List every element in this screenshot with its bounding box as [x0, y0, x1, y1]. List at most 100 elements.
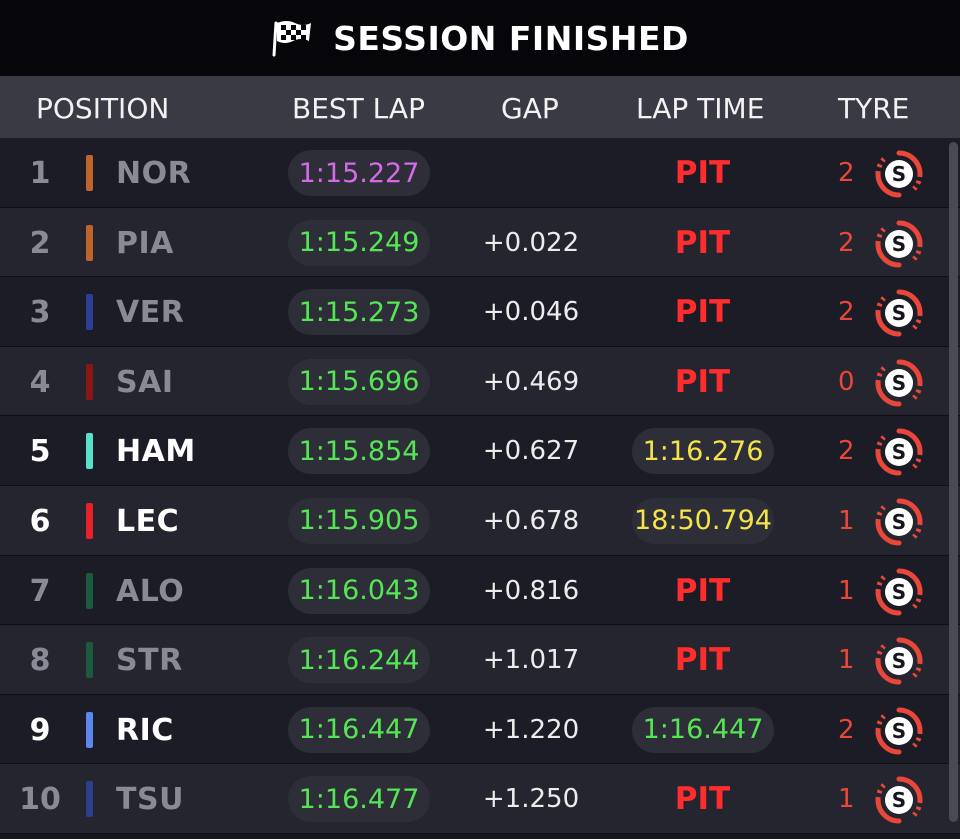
position-number: 9 [29, 712, 51, 748]
column-header: POSITION BEST LAP GAP LAP TIME TYRE [0, 76, 960, 138]
driver-code: NOR [116, 156, 192, 191]
gap-value: +1.017 [482, 645, 580, 676]
driver-code: HAM [116, 434, 196, 470]
header-position: POSITION [36, 92, 170, 125]
tyre-laps: 1 [838, 505, 855, 536]
table-row[interactable]: 4 SAI 1:15.696 +0.469 PIT 0 S [0, 346, 960, 417]
table-row[interactable]: 2 PIA 1:15.249 +0.022 PIT 2 S [0, 207, 960, 278]
tyre-compound-letter: S [892, 580, 906, 604]
soft-tyre-icon: S [875, 776, 923, 824]
checkered-flag-icon [272, 21, 312, 57]
soft-tyre-icon: S [875, 359, 923, 407]
soft-tyre-icon: S [875, 707, 923, 755]
gap-value: +1.220 [482, 714, 580, 745]
best-lap-time: 1:16.043 [288, 567, 430, 614]
best-lap-time: 1:16.477 [288, 776, 430, 823]
table-row[interactable]: 5 HAM 1:15.854 +0.627 1:16.276 2 S [0, 416, 960, 486]
position-number: 7 [29, 573, 51, 609]
table-row[interactable]: 3 VER 1:15.273 +0.046 PIT 2 S [0, 277, 960, 347]
soft-tyre-icon: S [875, 150, 923, 198]
position-number: 2 [29, 225, 51, 261]
tyre-compound-letter: S [892, 301, 906, 325]
tyre-laps: 2 [838, 227, 855, 258]
tyre-compound-letter: S [892, 232, 906, 256]
table-row[interactable]: 1 NOR 1:15.227 PIT 2 S [0, 138, 960, 208]
team-color-bar [86, 781, 93, 818]
position-number: 8 [29, 643, 51, 679]
position-number: 1 [29, 156, 51, 191]
team-color-bar [86, 642, 93, 679]
lap-status-pit: PIT [674, 781, 731, 818]
header-best-lap: BEST LAP [292, 92, 425, 125]
lap-status-pit: PIT [674, 642, 731, 679]
standings-table[interactable]: 1 NOR 1:15.227 PIT 2 S 2 PIA 1:15.249 +0… [0, 138, 960, 834]
best-lap-time: 1:15.273 [288, 289, 430, 336]
team-color-bar [86, 433, 93, 470]
tyre-compound-letter: S [892, 788, 906, 812]
lap-status-pit: PIT [674, 572, 731, 609]
gap-value: +1.250 [482, 784, 580, 815]
driver-code: PIA [116, 225, 174, 261]
tyre-laps: 1 [838, 645, 855, 676]
table-row[interactable]: 6 LEC 1:15.905 +0.678 18:50.794 1 S [0, 485, 960, 556]
tyre-compound-letter: S [892, 440, 906, 464]
team-color-bar [86, 224, 93, 261]
tyre-laps: 0 [838, 366, 855, 397]
best-lap-time: 1:15.249 [288, 219, 430, 266]
tyre-laps: 1 [838, 575, 855, 606]
table-row[interactable]: 8 STR 1:16.244 +1.017 PIT 1 S [0, 625, 960, 695]
lap-time: 1:16.447 [632, 706, 774, 753]
scrollbar[interactable] [949, 142, 958, 822]
team-color-bar [86, 363, 93, 400]
position-number: 10 [19, 782, 61, 818]
gap-value: +0.816 [482, 575, 580, 606]
table-row[interactable]: 9 RIC 1:16.447 +1.220 1:16.447 2 S [0, 694, 960, 765]
tyre-laps: 2 [838, 714, 855, 745]
gap-value: +0.469 [482, 366, 580, 397]
driver-code: RIC [116, 712, 174, 748]
session-title: SESSION FINISHED [333, 18, 689, 58]
soft-tyre-icon: S [875, 637, 923, 685]
position-number: 6 [29, 503, 51, 539]
position-number: 5 [29, 434, 51, 470]
table-row[interactable]: 7 ALO 1:16.043 +0.816 PIT 1 S [0, 555, 960, 626]
gap-value: +0.627 [482, 436, 580, 467]
tyre-compound-letter: S [892, 719, 906, 743]
session-banner: SESSION FINISHED [0, 0, 960, 76]
header-gap: GAP [501, 92, 559, 125]
gap-value: +0.678 [482, 505, 580, 536]
gap-value: +0.022 [482, 227, 580, 258]
tyre-laps: 2 [838, 158, 855, 188]
tyre-compound-letter: S [892, 510, 906, 534]
driver-code: SAI [116, 364, 174, 400]
best-lap-time: 1:15.227 [288, 150, 430, 196]
best-lap-time: 1:15.696 [288, 358, 430, 405]
header-tyre: TYRE [838, 92, 910, 125]
lap-status-pit: PIT [674, 363, 731, 400]
tyre-laps: 2 [838, 297, 855, 328]
tyre-laps: 2 [838, 436, 855, 467]
driver-code: TSU [116, 782, 184, 818]
soft-tyre-icon: S [875, 428, 923, 476]
tyre-compound-letter: S [892, 371, 906, 395]
lap-status-pit: PIT [674, 155, 731, 191]
lap-status-pit: PIT [674, 224, 731, 261]
driver-code: ALO [116, 573, 185, 609]
soft-tyre-icon: S [875, 498, 923, 546]
driver-code: STR [116, 643, 183, 679]
driver-code: VER [116, 295, 185, 331]
lap-status-pit: PIT [674, 294, 731, 331]
header-lap-time: LAP TIME [636, 92, 765, 125]
best-lap-time: 1:16.244 [288, 637, 430, 684]
soft-tyre-icon: S [875, 220, 923, 268]
team-color-bar [86, 572, 93, 609]
soft-tyre-icon: S [875, 289, 923, 337]
tyre-compound-letter: S [892, 162, 906, 186]
team-color-bar [86, 294, 93, 331]
position-number: 4 [29, 364, 51, 400]
gap-value: +0.046 [482, 297, 580, 328]
driver-code: LEC [116, 503, 180, 539]
best-lap-time: 1:15.905 [288, 497, 430, 544]
tyre-laps: 1 [838, 784, 855, 815]
table-row[interactable]: 10 TSU 1:16.477 +1.250 PIT 1 S [0, 764, 960, 834]
